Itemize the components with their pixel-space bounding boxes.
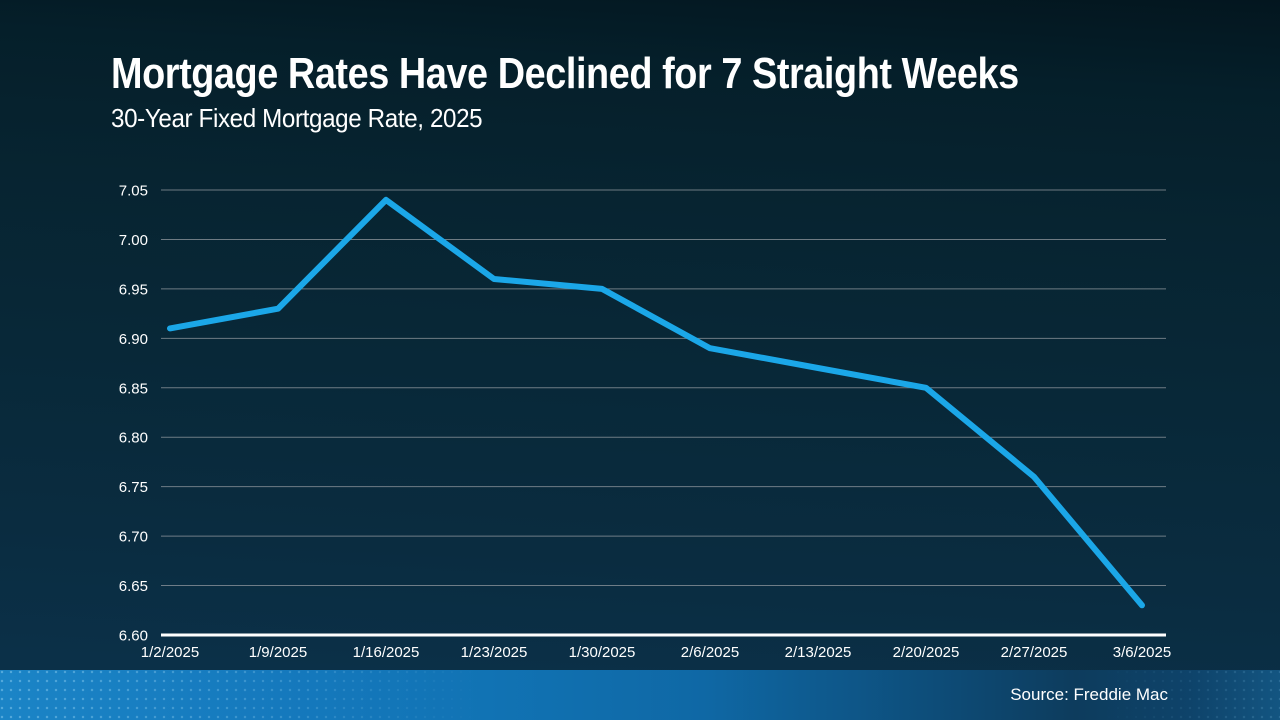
y-tick-label: 6.95	[119, 281, 148, 298]
x-tick-label: 1/9/2025	[249, 644, 307, 661]
x-axis-tick-labels: 1/2/2025 1/9/2025 1/16/2025 1/23/2025 1/30/2…	[141, 644, 1171, 661]
x-tick-label: 1/23/2025	[461, 644, 528, 661]
x-tick-label: 2/27/2025	[1001, 644, 1068, 661]
x-tick-label: 2/20/2025	[893, 644, 960, 661]
y-tick-label: 7.05	[119, 183, 148, 200]
gridlines	[161, 189, 1166, 637]
footer-dot-texture	[0, 670, 1280, 720]
footer-bar: Source: Freddie Mac	[0, 670, 1280, 720]
x-tick-label: 3/6/2025	[1113, 644, 1171, 661]
y-tick-label: 7.00	[119, 232, 148, 249]
y-tick-label: 6.85	[119, 380, 148, 397]
x-tick-label: 1/30/2025	[569, 644, 636, 661]
x-tick-label: 1/16/2025	[353, 644, 420, 661]
y-tick-label: 6.75	[119, 479, 148, 496]
x-tick-label: 1/2/2025	[141, 644, 199, 661]
y-tick-label: 6.60	[119, 628, 148, 645]
x-tick-label: 2/6/2025	[681, 644, 739, 661]
y-axis-tick-labels: 7.05 7.00 6.95 6.90 6.85 6.80 6.75 6.70 6.65 6.60	[119, 183, 148, 645]
page-title: Mortgage Rates Have Declined for 7 Strai…	[111, 49, 1019, 98]
y-tick-label: 6.90	[119, 331, 148, 348]
x-tick-label: 2/13/2025	[785, 644, 852, 661]
y-tick-label: 6.80	[119, 430, 148, 447]
source-credit: Source: Freddie Mac	[1010, 685, 1168, 704]
rate-line-series	[167, 196, 1145, 609]
y-tick-label: 6.70	[119, 529, 148, 546]
page-subtitle: 30-Year Fixed Mortgage Rate, 2025	[111, 103, 483, 133]
y-tick-label: 6.65	[119, 578, 148, 595]
